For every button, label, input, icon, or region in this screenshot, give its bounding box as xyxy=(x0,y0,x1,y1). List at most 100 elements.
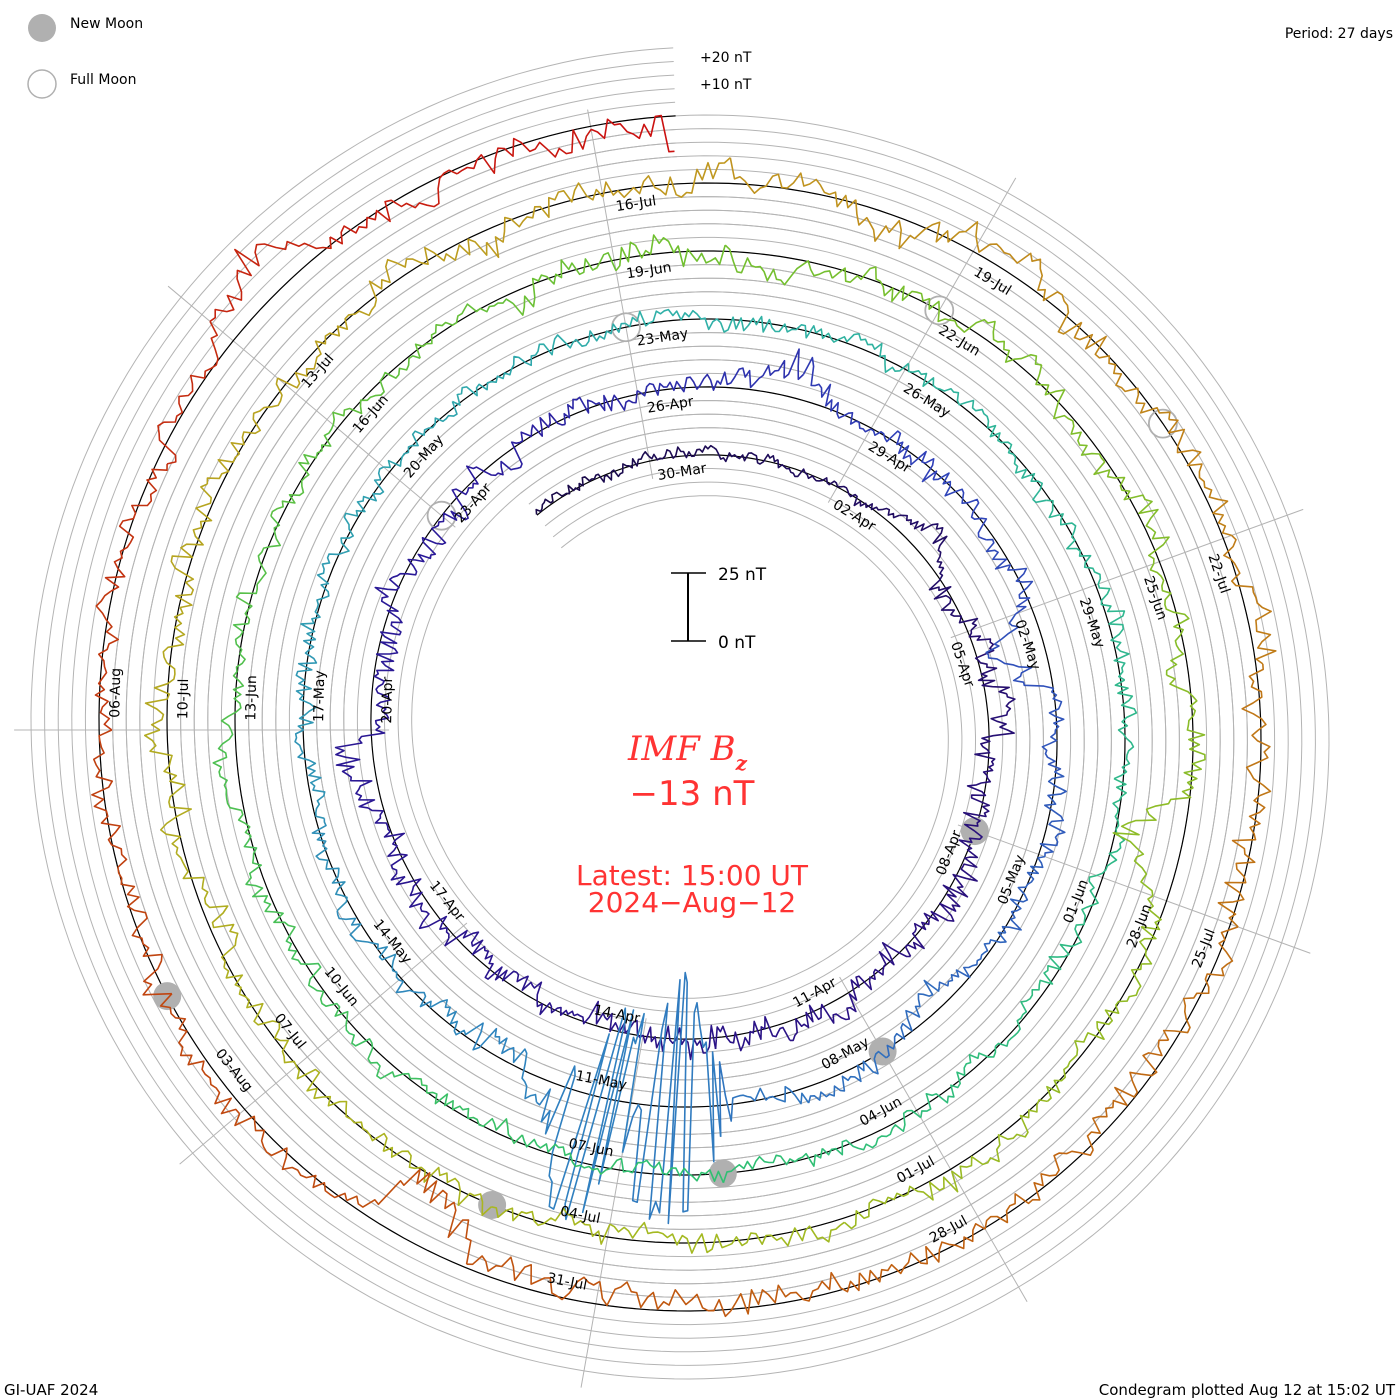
date-label: 14-May xyxy=(370,917,415,967)
bz-series-segment xyxy=(933,472,988,541)
bz-series-segment xyxy=(986,420,1047,504)
bz-series-segment xyxy=(904,893,961,957)
bz-series-segment xyxy=(117,867,172,996)
bz-series-segment xyxy=(974,693,1016,766)
bz-series-segment xyxy=(444,929,517,982)
bz-series-segment xyxy=(144,607,186,731)
legend-new-moon: New Moon xyxy=(70,16,143,32)
bz-series-segment xyxy=(295,638,318,731)
new-moon-marker xyxy=(708,1159,737,1188)
date-label: 19-Jul xyxy=(971,264,1014,299)
bz-series-segment xyxy=(609,1221,728,1254)
bz-series-segment xyxy=(624,308,722,331)
radial-line xyxy=(839,976,1028,1303)
radial-line xyxy=(580,1018,647,1388)
bz-series-segment xyxy=(452,354,536,406)
bz-series-segment xyxy=(726,1221,845,1247)
bz-series-segment xyxy=(223,966,298,1067)
bz-series-segment xyxy=(1162,926,1239,1041)
bz-series-segment xyxy=(392,517,447,578)
grid-spiral xyxy=(57,74,1303,1353)
radial-line xyxy=(587,109,654,479)
bz-series-segment xyxy=(642,1024,717,1061)
date-label: 17-Apr xyxy=(426,878,468,925)
date-label: 19-Jun xyxy=(625,260,672,283)
date-label: 03-Aug xyxy=(212,1046,256,1095)
full-moon-marker xyxy=(924,295,955,326)
bz-series-segment xyxy=(1073,321,1171,420)
bz-series-segment xyxy=(395,979,476,1036)
bz-series-segment xyxy=(1041,687,1065,773)
bz-series-segment xyxy=(602,157,731,199)
date-label: 10-Jul xyxy=(175,679,192,720)
bz-series-segment xyxy=(968,630,1010,695)
latest-time: Latest: 15:00 UT xyxy=(576,859,809,892)
bz-series-segment xyxy=(91,729,128,868)
date-label: 11-May xyxy=(574,1068,628,1094)
date-label: 14-Apr xyxy=(592,1002,641,1027)
bz-series-segment xyxy=(383,401,458,469)
bz-series-segment xyxy=(206,377,283,485)
full-moon-icon xyxy=(27,69,57,99)
scale-top-label: 25 nT xyxy=(718,565,767,585)
date-label: 01-Jul xyxy=(894,1153,937,1187)
bz-series-segment xyxy=(713,446,779,465)
bz-series-segment xyxy=(442,465,504,521)
date-label: 16-Jul xyxy=(615,193,658,215)
title-main: IMF B xyxy=(627,729,736,769)
radial-line xyxy=(167,285,456,528)
bz-series-segment xyxy=(456,128,592,175)
bz-series-segment xyxy=(985,538,1034,615)
bz-series-segment xyxy=(1039,771,1067,857)
bz-series-segment xyxy=(789,993,857,1042)
bz-series-segment xyxy=(373,653,395,731)
bz-series-segment xyxy=(985,613,1054,690)
baseline-spiral xyxy=(98,115,1262,1312)
date-label: 23-May xyxy=(636,326,690,350)
bz-series-segment xyxy=(295,1065,388,1152)
bz-series-segment xyxy=(235,515,281,624)
bz-series-segment xyxy=(336,910,400,981)
bz-series-segment xyxy=(466,1255,601,1301)
latest-value: −13 nT xyxy=(630,774,755,814)
bz-series-segment xyxy=(1093,461,1170,564)
bz-series-segment xyxy=(212,729,252,837)
bz-series-segment xyxy=(535,476,591,515)
bz-series-segment xyxy=(563,390,638,425)
bz-series-segment xyxy=(885,979,940,1059)
bz-series-segment xyxy=(963,763,994,832)
bz-series-segment xyxy=(346,1168,472,1265)
grid-label-10: +10 nT xyxy=(700,77,752,93)
bz-series-segment xyxy=(243,835,296,935)
scale-bar: 25 nT 0 nT xyxy=(671,565,767,653)
bz-series-segment xyxy=(340,466,385,554)
bz-series-segment xyxy=(855,199,979,250)
new-moon-marker xyxy=(868,1037,897,1066)
bz-series-segment xyxy=(1035,364,1106,463)
bz-series-segment xyxy=(175,852,239,968)
bz-series-segment xyxy=(1223,534,1277,665)
grid-spiral xyxy=(71,88,1289,1339)
bz-series-segment xyxy=(368,238,488,300)
bz-series-segment xyxy=(270,424,335,517)
bz-series-segment xyxy=(1096,777,1127,877)
bz-series-segment xyxy=(512,252,617,316)
date-label: 04-Jul xyxy=(559,1204,602,1228)
date-label: 06-Aug xyxy=(107,668,124,718)
chart-title: IMF Bz xyxy=(627,729,748,775)
bz-series-segment xyxy=(1149,563,1190,676)
bz-series-segment xyxy=(722,1148,824,1183)
bz-series-segment xyxy=(599,1281,732,1318)
bz-series-segment xyxy=(1001,855,1046,934)
bz-series-segment xyxy=(1241,663,1272,797)
bz-series-segment xyxy=(234,1113,348,1201)
grid-spiral xyxy=(112,129,1248,1298)
bz-series-segment xyxy=(94,590,119,731)
bz-series-segment xyxy=(491,1206,611,1245)
bz-series-segment xyxy=(374,576,403,655)
bz-series-segment xyxy=(807,1050,887,1104)
bz-series-segment xyxy=(1217,795,1266,928)
date-label: 26-Apr xyxy=(646,394,695,417)
bz-series-segment xyxy=(382,1146,492,1216)
new-moon-icon xyxy=(28,14,56,42)
